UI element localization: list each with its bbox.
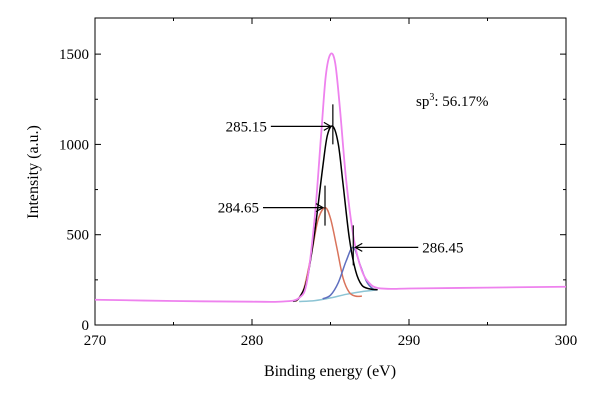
y-tick-label: 1000 bbox=[59, 137, 89, 153]
peak-label-285-15: 285.15 bbox=[226, 119, 267, 135]
y-axis-label: Intensity (a.u.) bbox=[25, 125, 42, 219]
sp3-prefix: sp bbox=[416, 94, 429, 110]
axes: 270 280 290 300 0 500 1000 1500 bbox=[59, 17, 578, 349]
peak-arrow-head-286-45 bbox=[354, 242, 363, 252]
peak-arrow-head-284-65 bbox=[315, 203, 325, 213]
x-tick-label: 290 bbox=[398, 333, 421, 349]
sp3-annotation: sp3: 56.17% bbox=[416, 92, 489, 110]
peak-label-284-65: 284.65 bbox=[218, 201, 259, 217]
y-tick-label: 500 bbox=[67, 228, 90, 244]
x-axis-label: Binding energy (eV) bbox=[264, 363, 396, 380]
sp3-superscript: 3 bbox=[429, 92, 434, 103]
x-tick-label: 300 bbox=[555, 333, 578, 349]
plot-frame bbox=[94, 17, 567, 326]
y-tick-label: 0 bbox=[82, 318, 90, 334]
x-tick-label: 270 bbox=[84, 333, 107, 349]
envelope-curve bbox=[94, 52, 567, 303]
annotation-layer: 285.15 284.65 286.45 bbox=[218, 104, 464, 266]
baseline-curve bbox=[299, 289, 378, 303]
y-tick-label: 1500 bbox=[59, 47, 89, 63]
x-tick-label: 280 bbox=[241, 333, 264, 349]
peak-arrow-head-285-15 bbox=[323, 121, 333, 131]
series-layer bbox=[94, 52, 567, 303]
sp3-value: : 56.17% bbox=[434, 94, 488, 110]
fit-curve bbox=[292, 125, 378, 303]
peak-label-286-45: 286.45 bbox=[422, 240, 463, 256]
